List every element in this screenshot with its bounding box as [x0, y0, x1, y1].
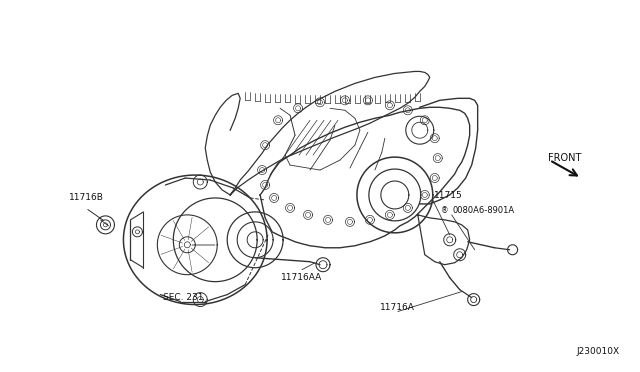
- Text: 11715: 11715: [434, 192, 463, 201]
- Text: 0080A6-8901A: 0080A6-8901A: [452, 206, 515, 215]
- Text: 11716A: 11716A: [380, 303, 415, 312]
- Text: 11716B: 11716B: [68, 193, 104, 202]
- Text: J230010X: J230010X: [576, 347, 620, 356]
- Text: FRONT: FRONT: [547, 153, 581, 163]
- Text: SEC. 231: SEC. 231: [163, 293, 204, 302]
- Text: ®: ®: [441, 206, 449, 215]
- Text: 11716AA: 11716AA: [282, 273, 323, 282]
